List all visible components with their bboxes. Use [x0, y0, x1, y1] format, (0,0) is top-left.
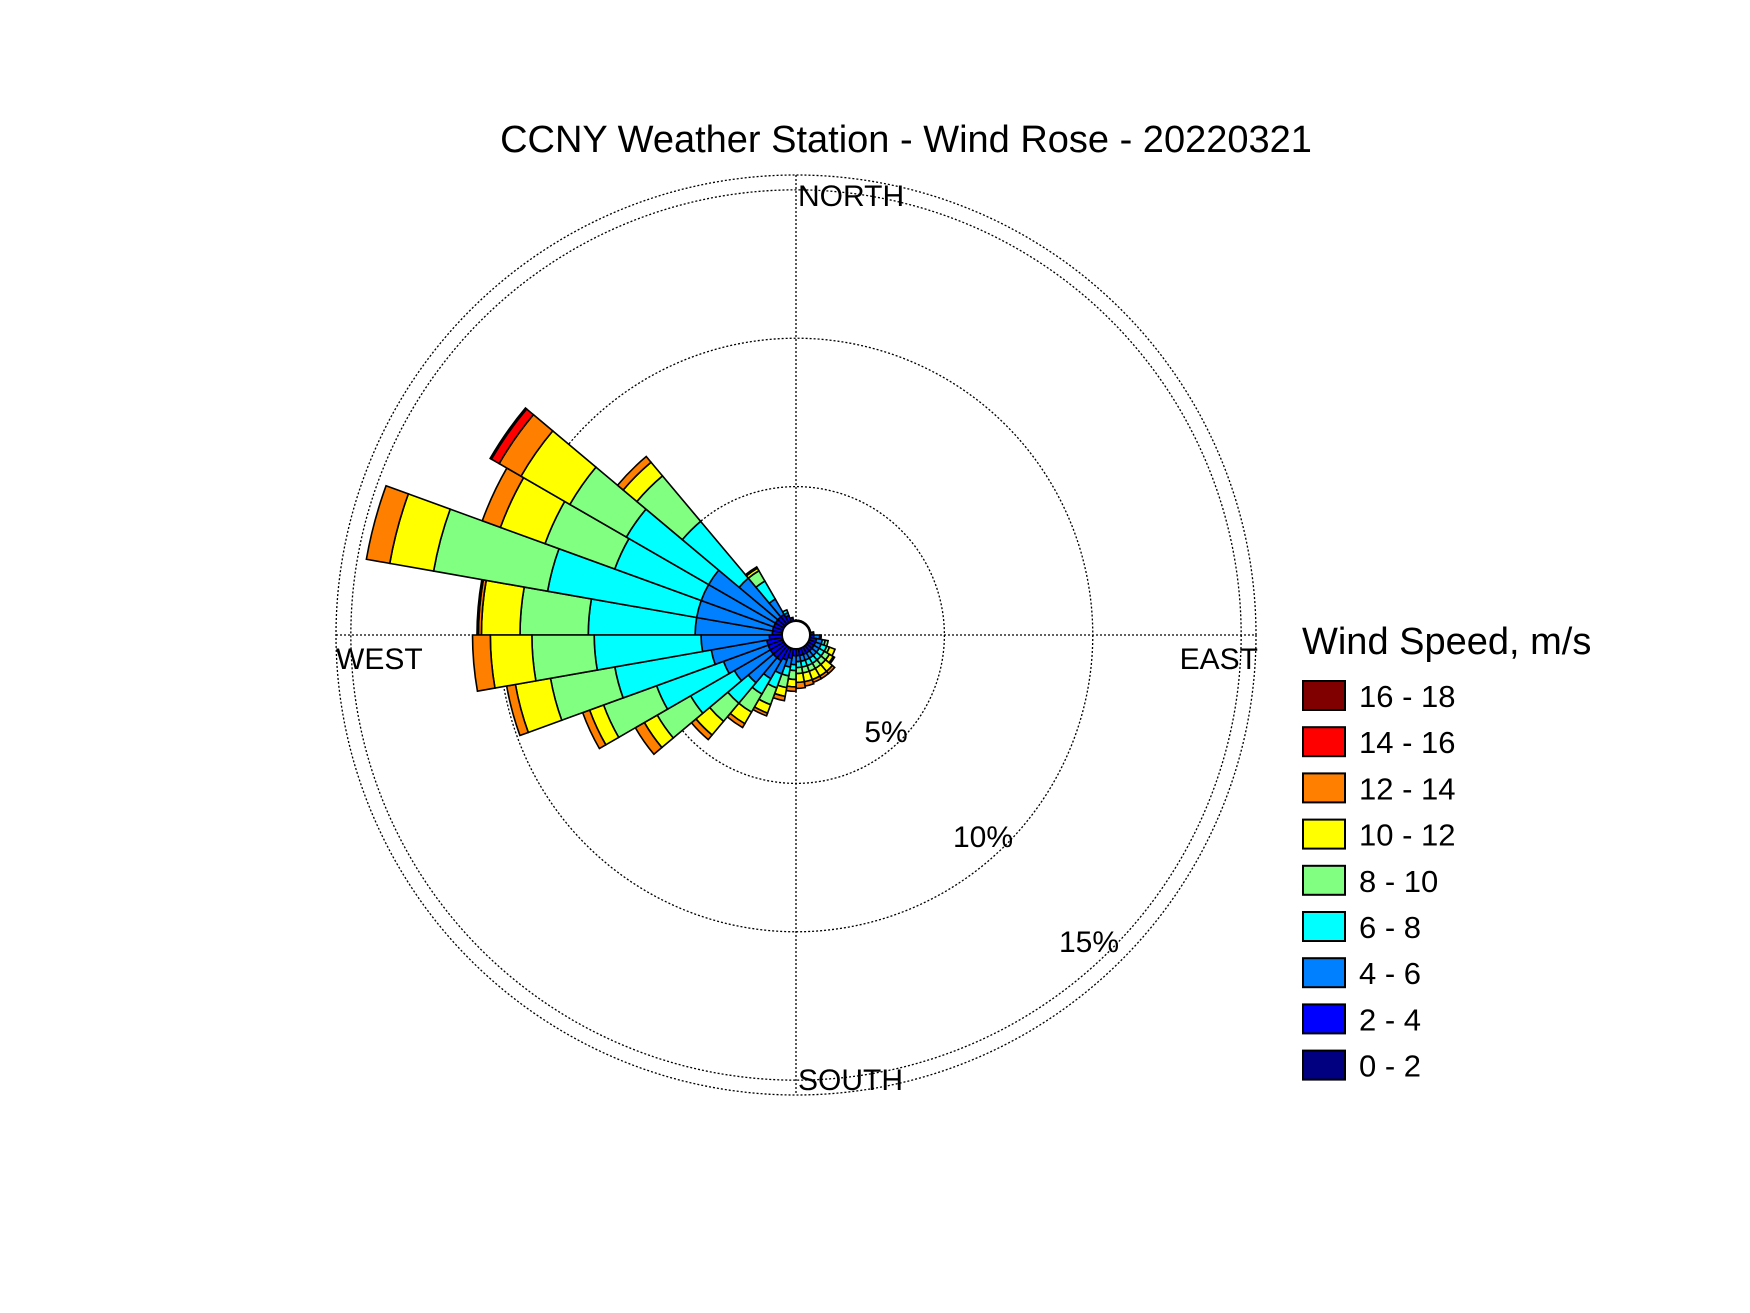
ring-label-5: 5% [864, 716, 907, 749]
legend-label-3: 10 - 12 [1359, 818, 1456, 853]
sector-315-bin-6 [616, 455, 653, 492]
legend-label-6: 4 - 6 [1359, 956, 1421, 991]
legend-label-7: 2 - 4 [1359, 1002, 1421, 1037]
chart-title: CCNY Weather Station - Wind Rose - 20220… [500, 119, 1312, 161]
sector-175-bin-6 [795, 680, 807, 690]
ring-label-10: 10% [953, 821, 1013, 854]
sector-275-bin-5 [480, 579, 526, 636]
legend-swatch-5 [1302, 911, 1346, 942]
legend-swatch-0 [1302, 680, 1346, 711]
sector-305-bin-8 [489, 406, 528, 461]
sector-335-bin-3 [781, 608, 789, 616]
legend: 16 - 18 14 - 16 12 - 14 10 - 12 8 - 10 6 - 8 4… [1302, 679, 1456, 1084]
legend-swatch-3 [1302, 818, 1346, 850]
sector-175-bin-5 [795, 672, 806, 684]
sector-325-bin-6 [744, 565, 759, 578]
legend-label-5: 6 - 8 [1359, 910, 1421, 945]
east-label: EAST [1180, 643, 1258, 676]
south-label: SOUTH [798, 1064, 903, 1097]
legend-swatch-7 [1302, 1003, 1346, 1035]
legend-label-4: 8 - 10 [1359, 864, 1438, 899]
wind-sectors [365, 406, 837, 756]
legend-swatch-2 [1302, 772, 1346, 804]
legend-title: Wind Speed, m/s [1302, 621, 1591, 663]
legend-label-1: 14 - 16 [1359, 725, 1456, 760]
sector-265-bin-5 [489, 634, 537, 690]
legend-swatch-1 [1302, 726, 1346, 758]
legend-label-0: 16 - 18 [1359, 679, 1456, 714]
legend-label-2: 12 - 14 [1359, 771, 1456, 806]
ring-label-15: 15% [1059, 926, 1119, 959]
sector-285-bin-6 [365, 484, 410, 565]
sector-185-bin-6 [785, 685, 797, 693]
legend-swatch-6 [1302, 957, 1346, 989]
north-label: NORTH [798, 180, 904, 213]
calm-center [781, 620, 811, 650]
sector-265-bin-6 [471, 634, 496, 693]
legend-swatch-4 [1302, 864, 1346, 896]
legend-label-8: 0 - 2 [1359, 1049, 1421, 1084]
west-label: WEST [336, 643, 423, 676]
legend-swatch-8 [1302, 1049, 1346, 1081]
